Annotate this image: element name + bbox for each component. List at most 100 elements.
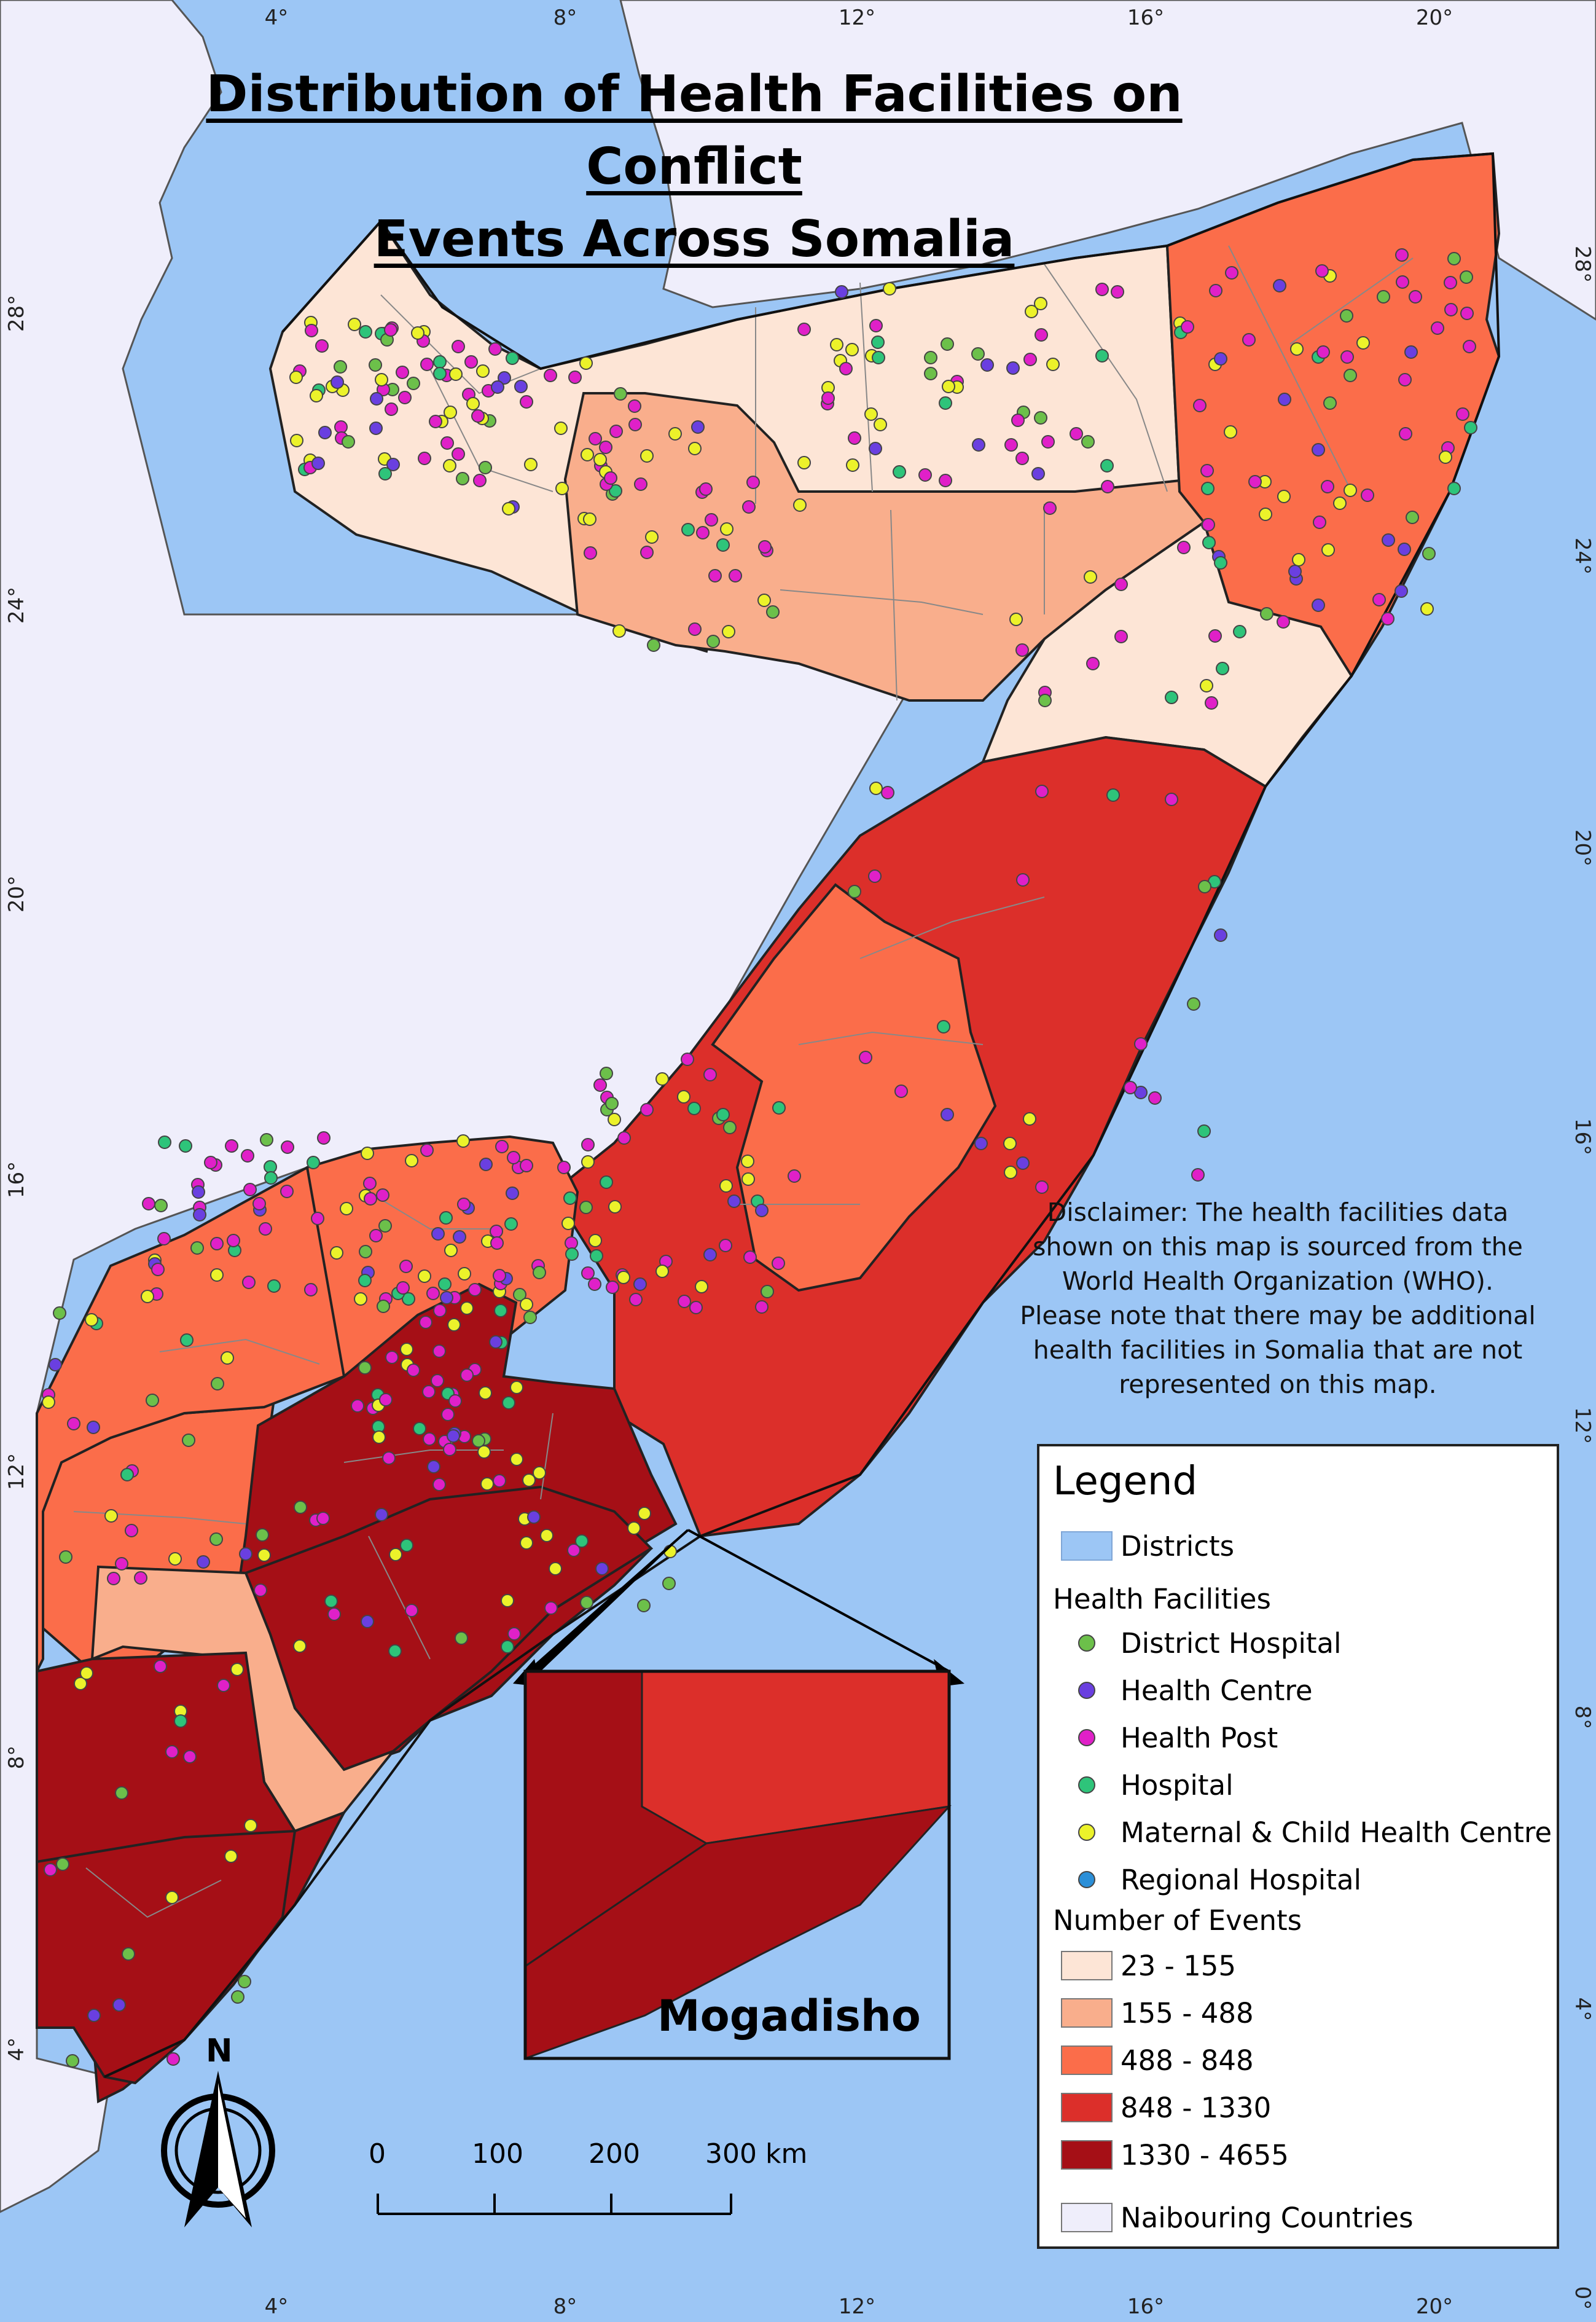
facility-point (443, 459, 456, 473)
facility-point (1006, 361, 1020, 375)
facility-point (1148, 1091, 1162, 1105)
facility-point (501, 1640, 514, 1653)
facility-point (142, 1197, 155, 1210)
facility-point (567, 1543, 581, 1557)
legend-label: Maternal & Child Health Centre (1121, 1816, 1552, 1849)
legend-facility-item: Regional Hospital (1053, 1861, 1361, 1898)
facility-point (1011, 414, 1025, 427)
facility-point (264, 1171, 278, 1185)
facility-point (1046, 358, 1060, 371)
facility-point (477, 1445, 491, 1459)
graticule-label: 20° (1416, 6, 1453, 30)
facility-point (418, 452, 431, 465)
facility-point (439, 1211, 453, 1225)
facility-point (1444, 303, 1458, 316)
graticule-label: 24° (1570, 538, 1595, 575)
facility-point (1038, 694, 1052, 707)
facility-point (1200, 464, 1214, 477)
facility-point (267, 1279, 281, 1293)
facility-point (260, 1133, 273, 1147)
facility-point (396, 366, 409, 379)
legend-swatch (1061, 2093, 1113, 2122)
facility-point (377, 1300, 390, 1313)
facility-point (495, 1140, 509, 1153)
facility-point (340, 1202, 353, 1215)
legend-label: 488 - 848 (1121, 2044, 1254, 2077)
facility-point (1041, 435, 1055, 449)
facility-point (645, 530, 659, 544)
facility-point (193, 1208, 206, 1222)
facility-point (1016, 1156, 1030, 1170)
facility-point (221, 1351, 234, 1365)
facility-point (1177, 541, 1191, 554)
facility-point (363, 1177, 377, 1190)
facility-point (1216, 662, 1229, 675)
facility-point (729, 569, 742, 582)
facility-point (580, 1596, 593, 1609)
graticule-label: 16° (4, 1161, 29, 1198)
facility-point (575, 1534, 589, 1548)
facility-point (1095, 283, 1109, 296)
facility-point (761, 1285, 774, 1298)
facility-point (211, 1377, 224, 1390)
facility-point (389, 1548, 402, 1561)
facility-point (1242, 333, 1256, 347)
facility-point (66, 2054, 79, 2068)
facility-point (705, 513, 718, 527)
facility-point (168, 1552, 182, 1566)
facility-point (411, 326, 424, 340)
facility-point (115, 1557, 128, 1571)
facility-point (433, 355, 447, 369)
facility-point (231, 1990, 244, 2004)
scale-bar (377, 2194, 732, 2215)
facility-point (56, 1857, 69, 1871)
facility-point (359, 1245, 372, 1258)
facility-point (165, 1745, 179, 1759)
facility-point (364, 1192, 377, 1206)
facility-point (835, 285, 848, 299)
facility-point (1439, 450, 1452, 464)
facility-point (758, 540, 772, 554)
facility-point (1023, 1112, 1036, 1126)
facility-point (1084, 570, 1097, 584)
facility-point (506, 1186, 519, 1200)
facility-point (883, 282, 896, 296)
graticule-label: 4° (1570, 1998, 1595, 2022)
facility-point (1134, 1037, 1148, 1051)
facility-point (699, 482, 713, 496)
facility-point (385, 402, 398, 416)
facility-point (937, 1020, 950, 1034)
facility-point (629, 1293, 643, 1306)
disclaimer-line: World Health Organization (WHO). (1062, 1266, 1493, 1296)
facility-point (426, 1287, 440, 1300)
facility-point (1447, 482, 1461, 495)
facility-point (520, 1159, 533, 1172)
facility-point (242, 1276, 256, 1289)
facility-point (716, 1108, 730, 1121)
facility-point (687, 1102, 701, 1115)
facility-point (370, 392, 383, 406)
graticule-label: 20° (1570, 830, 1595, 866)
facility-point (1460, 307, 1474, 320)
facility-point (681, 523, 695, 536)
facility-point (310, 389, 323, 402)
facility-point (256, 1528, 269, 1542)
scale-label: 200 (589, 2138, 640, 2170)
facility-point (1288, 565, 1302, 578)
facility-point (893, 465, 906, 479)
facility-point (433, 367, 447, 380)
facility-point (640, 546, 654, 559)
facility-point (1201, 482, 1215, 495)
facility-point (703, 1068, 717, 1081)
graticule-label: 12° (839, 6, 875, 30)
facility-point (1248, 475, 1262, 488)
legend-dot (1078, 1871, 1095, 1888)
facility-point (1015, 643, 1029, 657)
facility-point (924, 351, 937, 364)
facility-point (1197, 1124, 1211, 1138)
facility-point (924, 367, 937, 380)
facility-point (772, 1257, 785, 1270)
facility-point (458, 1267, 471, 1281)
legend-facility-item: Health Centre (1053, 1672, 1313, 1709)
facility-point (44, 1863, 57, 1877)
